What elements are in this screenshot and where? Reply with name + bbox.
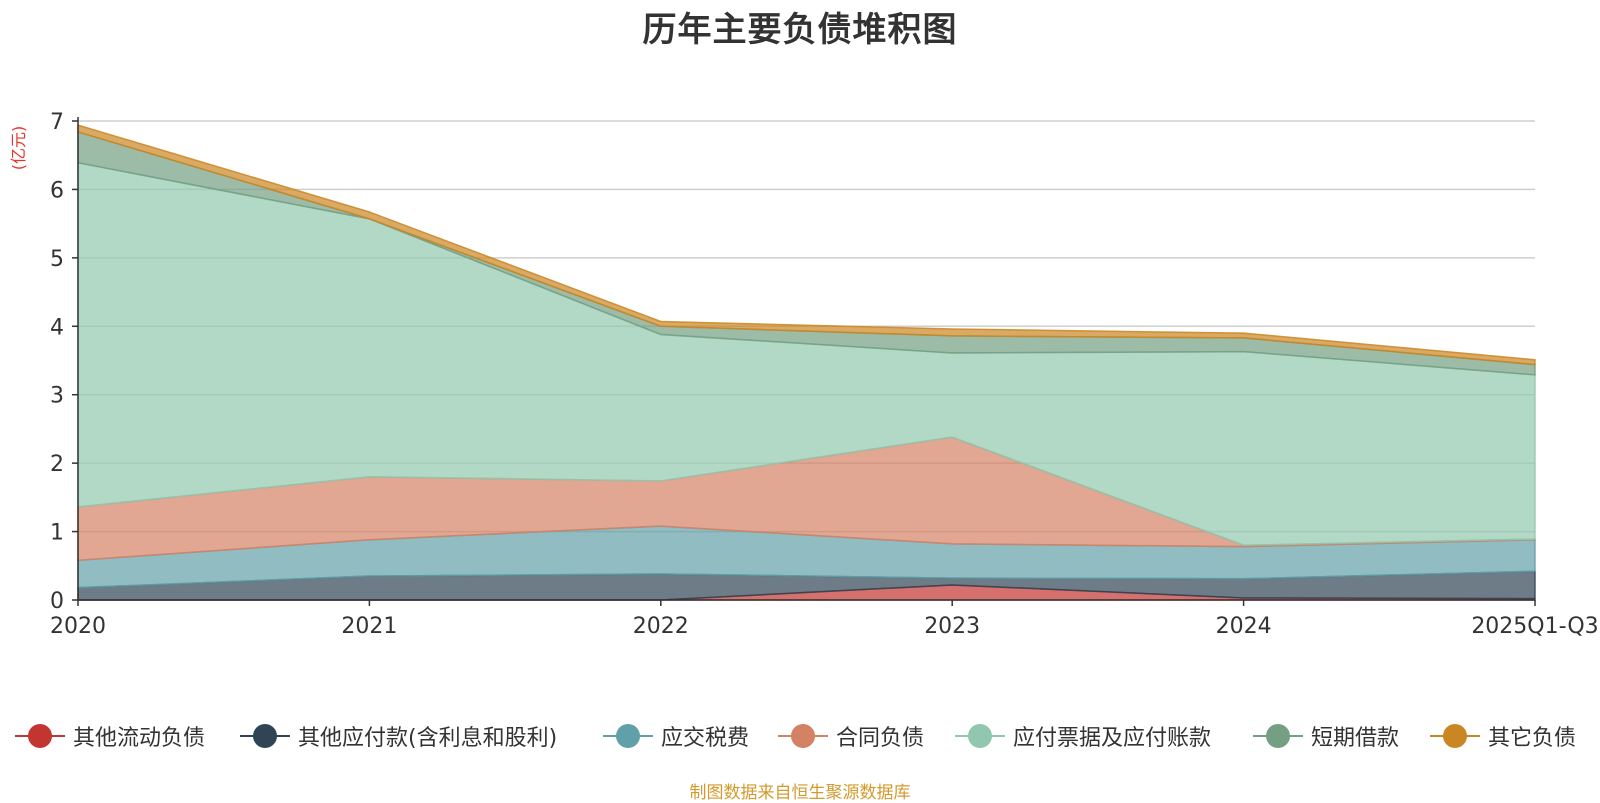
y-tick-label: 1 [50,521,64,546]
stacked-area-chart: 0 1 2 3 4 5 6 7 2020 2021 2022 2023 2024 2025Q1-Q3 [50,110,1599,639]
legend-label: 其他应付款(含利息和股利) [298,726,558,751]
axes [72,117,1536,606]
y-tick-label: 0 [50,589,64,614]
legend: 其他流动负债 其他应付款(含利息和股利) 应交税费 合同负债 应付票据及应付账款 短期借款… [0,718,1600,754]
legend-swatch [240,718,290,754]
x-tick-label: 2022 [633,614,689,639]
legend-label: 合同负债 [836,726,925,751]
legend-dot [791,724,815,748]
y-tick-label: 7 [50,110,64,135]
legend-swatch [955,718,1005,754]
legend-item-6[interactable]: 短期借款 [1253,718,1399,754]
legend-item-5[interactable]: 应付票据及应付账款 [955,718,1211,754]
legend-dot [968,724,992,748]
y-tick-label: 4 [50,315,64,340]
legend-label: 其它负债 [1488,726,1577,751]
y-tick-label: 5 [50,247,64,272]
x-tick-label: 2025Q1-Q3 [1471,614,1598,639]
chart-title: 历年主要负债堆积图 [642,10,958,50]
legend-swatch [603,718,653,754]
legend-label: 其他流动负债 [73,726,206,751]
tick-labels: 0 1 2 3 4 5 6 7 2020 2021 2022 2023 2024 2025Q1-Q3 [50,110,1599,639]
area-series [77,124,1536,601]
legend-label: 短期借款 [1311,726,1400,751]
legend-item-4[interactable]: 合同负债 [778,718,924,754]
legend-item-1[interactable]: 其他流动负债 [15,718,205,754]
x-tick-label: 2024 [1216,614,1272,639]
x-tick-label: 2021 [341,614,397,639]
legend-item-2[interactable]: 其他应付款(含利息和股利) [240,718,557,754]
x-tick-label: 2023 [924,614,980,639]
legend-swatch [778,718,828,754]
legend-swatch [15,718,65,754]
y-tick-label: 3 [50,384,64,409]
x-tick-label: 2020 [50,614,106,639]
legend-label: 应交税费 [661,726,750,751]
legend-item-7[interactable]: 其它负债 [1430,718,1576,754]
legend-dot [253,724,277,748]
legend-swatch [1253,718,1303,754]
legend-dot [1266,724,1290,748]
legend-swatch [1430,718,1480,754]
legend-dot [1443,724,1467,748]
source-note: 制图数据来自恒生聚源数据库 [689,783,911,803]
legend-item-3[interactable]: 应交税费 [603,718,749,754]
legend-dot [28,724,52,748]
y-tick-label: 6 [50,178,64,203]
legend-dot [616,724,640,748]
area-series-7 [77,124,1536,366]
y-tick-label: 2 [50,452,64,477]
legend-label: 应付票据及应付账款 [1013,726,1212,751]
